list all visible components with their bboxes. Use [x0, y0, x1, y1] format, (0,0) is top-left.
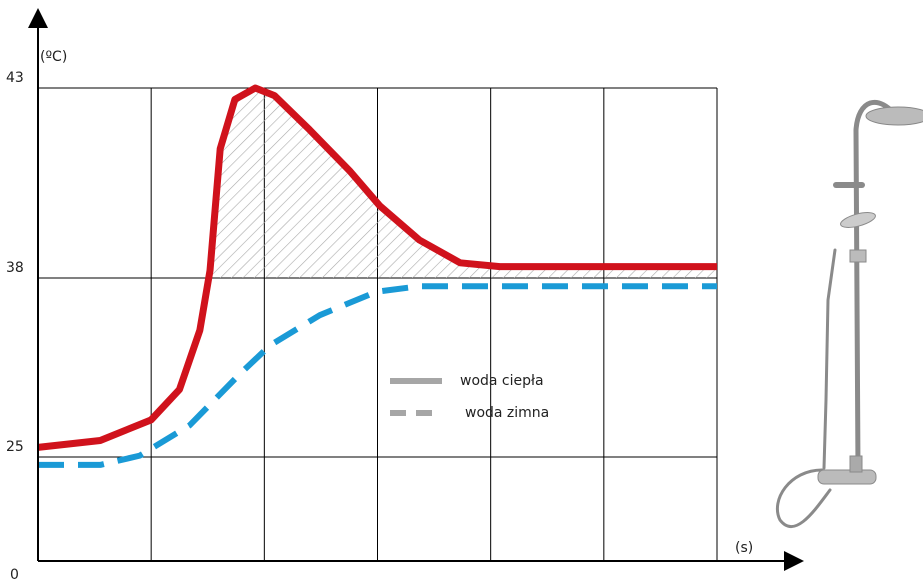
series-line — [38, 283, 717, 468]
hatch-area — [38, 88, 717, 278]
x-axis-label: (s) — [735, 540, 753, 556]
y-tick-label: 25 — [6, 439, 24, 455]
series-line — [37, 84, 717, 451]
y-tick-label: 43 — [6, 70, 24, 86]
legend-label: woda ciepła — [460, 373, 544, 389]
y-tick-label: 0 — [10, 567, 19, 583]
y-tick-label: 38 — [6, 260, 24, 276]
shower — [775, 99, 923, 528]
y-axis-label: (ºC) — [40, 49, 67, 65]
legend-label: woda zimna — [465, 405, 549, 421]
